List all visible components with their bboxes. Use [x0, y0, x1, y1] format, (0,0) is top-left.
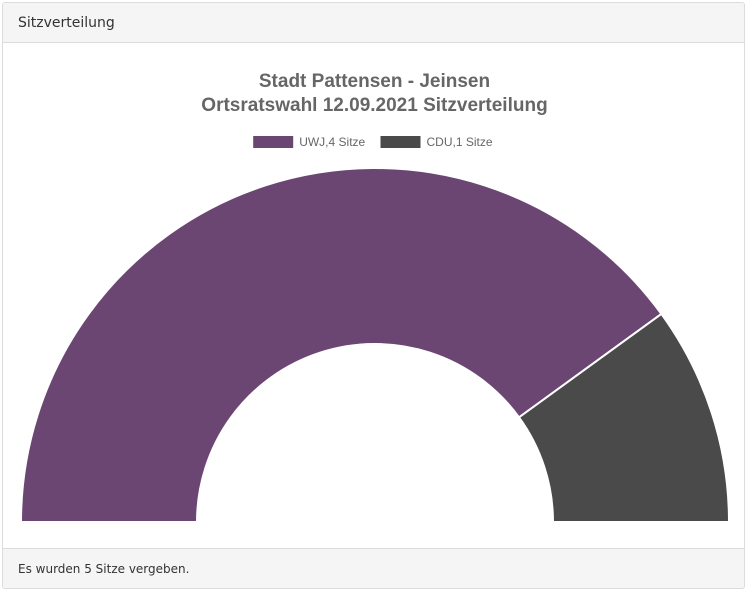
legend-item-uwj[interactable]: UWJ,4 Sitze	[253, 135, 366, 149]
chart-slices	[19, 167, 731, 523]
chart-title-line2: Ortsratswahl 12.09.2021 Sitzverteilung	[201, 95, 547, 116]
chart-title-line1: Stadt Pattensen - Jeinsen	[259, 71, 490, 92]
legend-swatch	[380, 136, 421, 148]
legend-label: CDU,1 Sitze	[427, 135, 493, 149]
panel-footer-text: Es wurden 5 Sitze vergeben.	[3, 548, 744, 588]
legend-item-cdu[interactable]: CDU,1 Sitze	[380, 135, 493, 149]
legend-swatch	[253, 136, 294, 148]
panel-header-title: Sitzverteilung	[3, 3, 744, 43]
slice-uwj[interactable]	[19, 167, 663, 523]
slice-cdu[interactable]	[517, 312, 731, 523]
legend-label: UWJ,4 Sitze	[299, 135, 365, 149]
chart-legend: UWJ,4 Sitze CDU,1 Sitze	[253, 135, 493, 149]
